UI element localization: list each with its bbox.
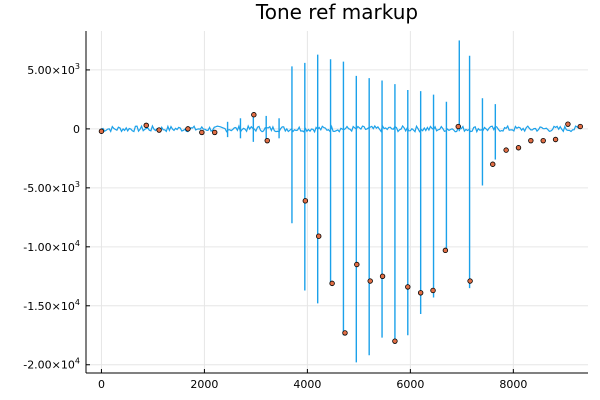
scatter-point	[199, 129, 205, 136]
y-tick-label: -5.00×103	[23, 180, 80, 195]
scatter-point	[264, 137, 270, 144]
scatter-point	[354, 261, 360, 268]
x-tick-label: 8000	[499, 378, 527, 391]
line-series	[101, 40, 581, 363]
scatter-point	[185, 126, 191, 132]
scatter-point	[540, 137, 546, 144]
scatter-point	[565, 121, 571, 127]
scatter-point	[342, 330, 348, 336]
x-tick-label: 0	[98, 378, 105, 391]
x-tick-label: 4000	[293, 378, 321, 391]
scatter-point	[528, 137, 534, 144]
y-tick-label: -2.00×104	[23, 357, 80, 372]
scatter-point	[302, 198, 309, 204]
scatter-point	[329, 280, 335, 287]
scatter-point	[98, 128, 105, 134]
scatter-point	[379, 273, 386, 279]
y-tick-label: -1.50×104	[23, 298, 80, 313]
scatter-point	[467, 278, 473, 284]
scatter-point	[316, 233, 322, 239]
scatter-point	[212, 129, 218, 136]
scatter-point	[455, 123, 461, 130]
scatter-point	[577, 123, 583, 130]
axes	[85, 31, 588, 374]
marker-series	[98, 112, 583, 344]
x-tick-label: 6000	[396, 378, 424, 391]
scatter-point	[430, 287, 436, 294]
scatter-point	[552, 136, 559, 143]
scatter-point	[156, 127, 162, 133]
y-tick-label: -1.00×104	[23, 239, 80, 254]
x-tick-label: 2000	[190, 378, 218, 391]
scatter-point	[251, 112, 257, 118]
y-tick-label: 5.00×103	[27, 62, 80, 77]
scatter-point	[405, 284, 411, 290]
scatter-point	[367, 278, 373, 284]
scatter-point	[143, 122, 149, 129]
scatter-point	[417, 290, 424, 296]
scatter-point	[392, 338, 398, 344]
baseline-trace	[101, 124, 581, 134]
scatter-point	[442, 247, 449, 254]
tick-labels: 0 2000 4000 6000 8000 5.00×103 0 -5.00×103 -1.00…	[23, 62, 527, 391]
y-tick-label: 0	[73, 123, 80, 136]
chart-title: Tone ref markup	[255, 0, 418, 24]
scatter-point	[515, 145, 522, 151]
scatter-point	[490, 161, 496, 167]
scatter-point	[503, 147, 509, 153]
